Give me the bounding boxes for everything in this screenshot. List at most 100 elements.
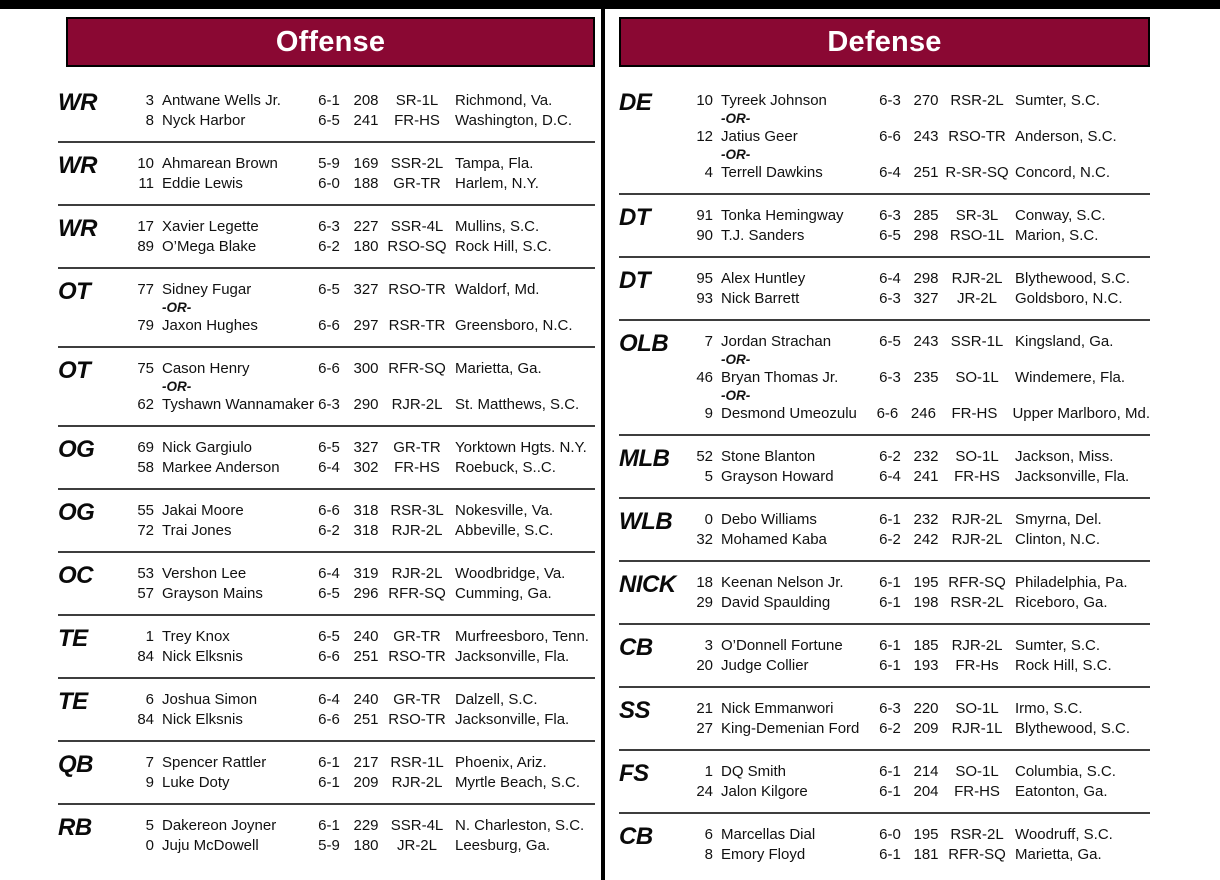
- position-label: DT: [619, 204, 651, 231]
- player-class: RJR-1L: [951, 720, 1003, 737]
- player-number: 58: [137, 459, 154, 476]
- player-name: Tyreek Johnson: [721, 92, 827, 109]
- player-height: 6-3: [879, 700, 901, 717]
- player-weight: 195: [913, 574, 939, 591]
- player-class: GR-TR: [393, 175, 441, 192]
- player-height: 6-1: [879, 846, 901, 863]
- position-group: NICK 18 Keenan Nelson Jr. 6-1 195 RFR-SQ Phila…: [619, 562, 1150, 625]
- player-hometown: Woodruff, S.C.: [1015, 826, 1113, 843]
- or-separator-label: -OR-: [721, 147, 751, 162]
- player-name: Alex Huntley: [721, 270, 806, 287]
- player-hometown: Harlem, N.Y.: [455, 175, 539, 192]
- player-row: 6 Joshua Simon 6-4 240 GR-TR Dalzell, S.C.: [130, 690, 595, 710]
- player-name: Jalon Kilgore: [721, 783, 808, 800]
- player-number: 69: [137, 439, 154, 456]
- player-class: FR-HS: [394, 459, 440, 476]
- player-height: 6-1: [879, 783, 901, 800]
- player-number: 5: [145, 817, 154, 834]
- player-row: 53 Vershon Lee 6-4 319 RJR-2L Woodbridge, Va.: [130, 564, 595, 584]
- player-number: 57: [137, 585, 154, 602]
- player-name: Eddie Lewis: [162, 175, 243, 192]
- player-rows: 91 Tonka Hemingway 6-3 285 SR-3L Conway, S.C.…: [689, 206, 1150, 246]
- player-hometown: Marion, S.C.: [1015, 227, 1099, 244]
- player-hometown: Anderson, S.C.: [1015, 128, 1117, 145]
- player-hometown: Greensboro, N.C.: [455, 317, 573, 334]
- position-label: DE: [619, 89, 652, 116]
- player-class: FR-HS: [954, 783, 1000, 800]
- player-weight: 318: [353, 502, 379, 519]
- player-hometown: Blythewood, S.C.: [1015, 270, 1131, 287]
- player-hometown: Conway, S.C.: [1015, 207, 1106, 224]
- player-hometown: Blythewood, S.C.: [1015, 720, 1131, 737]
- player-name: Nick Elksnis: [162, 711, 243, 728]
- player-weight: 243: [913, 333, 939, 350]
- player-name: King-Demenian Ford: [721, 720, 860, 737]
- player-name: Antwane Wells Jr.: [162, 92, 281, 109]
- player-rows: 7 Jordan Strachan 6-5 243 SSR-1L Kingsland, G…: [689, 332, 1150, 424]
- player-row: 0 Juju McDowell 5-9 180 JR-2L Leesburg, Ga.: [130, 836, 595, 856]
- player-height: 6-1: [879, 511, 901, 528]
- position-label: OT: [58, 357, 91, 384]
- player-name: Nyck Harbor: [162, 112, 246, 129]
- player-weight: 319: [353, 565, 379, 582]
- player-row: 6 Marcellas Dial 6-0 195 RSR-2L Woodruff, S.C…: [689, 825, 1150, 845]
- player-number: 52: [696, 448, 713, 465]
- player-class: FR-HS: [394, 112, 440, 129]
- player-hometown: Smyrna, Del.: [1015, 511, 1102, 528]
- player-weight: 209: [913, 720, 939, 737]
- player-row: 11 Eddie Lewis 6-0 188 GR-TR Harlem, N.Y.: [130, 174, 595, 194]
- player-row: 27 King-Demenian Ford 6-2 209 RJR-1L Blythewo…: [689, 719, 1150, 739]
- position-label: WLB: [619, 508, 673, 535]
- player-weight: 270: [913, 92, 939, 109]
- player-number: 12: [696, 128, 713, 145]
- player-name: Jaxon Hughes: [162, 317, 258, 334]
- or-separator-label: -OR-: [162, 300, 192, 315]
- player-hometown: Nokesville, Va.: [455, 502, 554, 519]
- player-name: Stone Blanton: [721, 448, 816, 465]
- position-group: CB 3 O’Donnell Fortune 6-1 185 RJR-2L Sumter, …: [619, 625, 1150, 688]
- player-class: FR-HS: [951, 405, 998, 422]
- player-row: 18 Keenan Nelson Jr. 6-1 195 RFR-SQ Philadelp…: [689, 573, 1150, 593]
- player-row: 8 Emory Floyd 6-1 181 RFR-SQ Marietta, Ga.: [689, 845, 1150, 865]
- player-class: RSR-TR: [388, 317, 446, 334]
- player-name: Debo Williams: [721, 511, 817, 528]
- player-class: JR-2L: [396, 837, 437, 854]
- player-name: Xavier Legette: [162, 218, 259, 235]
- player-weight: 251: [353, 711, 379, 728]
- player-rows: 17 Xavier Legette 6-3 227 SSR-4L Mullins, S.C…: [130, 217, 595, 257]
- player-height: 6-4: [318, 459, 340, 476]
- player-row: 0 Debo Williams 6-1 232 RJR-2L Smyrna, Del.: [689, 510, 1150, 530]
- player-rows: 75 Cason Henry 6-6 300 RFR-SQ Marietta, Ga. -O…: [130, 359, 595, 415]
- player-row: 12 Jatius Geer 6-6 243 RSO-TR Anderson, S.C.: [689, 127, 1150, 147]
- player-rows: 3 O’Donnell Fortune 6-1 185 RJR-2L Sumter, S.…: [689, 636, 1150, 676]
- player-row: 24 Jalon Kilgore 6-1 204 FR-HS Eatonton, Ga.: [689, 782, 1150, 802]
- player-number: 9: [145, 774, 154, 791]
- player-name: Trai Jones: [162, 522, 232, 539]
- position-label: WR: [58, 215, 97, 242]
- player-weight: 185: [913, 637, 939, 654]
- position-label: OLB: [619, 330, 669, 357]
- position-group: DT 91 Tonka Hemingway 6-3 285 SR-3L Conway, S.…: [619, 195, 1150, 258]
- position-group: TE 6 Joshua Simon 6-4 240 GR-TR Dalzell, S.C. 8…: [58, 679, 595, 742]
- player-weight: 235: [913, 369, 939, 386]
- player-row: 84 Nick Elksnis 6-6 251 RSO-TR Jacksonville, …: [130, 647, 595, 667]
- position-group: MLB 52 Stone Blanton 6-2 232 SO-1L Jackson, Mi…: [619, 436, 1150, 499]
- player-number: 53: [137, 565, 154, 582]
- player-number: 90: [696, 227, 713, 244]
- player-hometown: Rock Hill, S.C.: [455, 238, 552, 255]
- player-class: SR-3L: [955, 207, 999, 224]
- player-class: SO-1L: [955, 369, 999, 386]
- player-hometown: Roebuck, S..C.: [455, 459, 556, 476]
- player-row: 8 Nyck Harbor 6-5 241 FR-HS Washington, D.C.: [130, 111, 595, 131]
- player-hometown: Marietta, Ga.: [455, 360, 542, 377]
- player-height: 6-6: [879, 128, 901, 145]
- player-height: 5-9: [318, 837, 340, 854]
- player-weight: 193: [913, 657, 939, 674]
- player-class: RSR-2L: [950, 92, 1004, 109]
- player-row: 9 Desmond Umeozulu 6-6 246 FR-HS Upper Marlbo…: [689, 404, 1150, 424]
- position-label: TE: [58, 625, 88, 652]
- player-name: Luke Doty: [162, 774, 230, 791]
- player-number: 89: [137, 238, 154, 255]
- player-class: FR-Hs: [955, 657, 999, 674]
- player-name: Spencer Rattler: [162, 754, 267, 771]
